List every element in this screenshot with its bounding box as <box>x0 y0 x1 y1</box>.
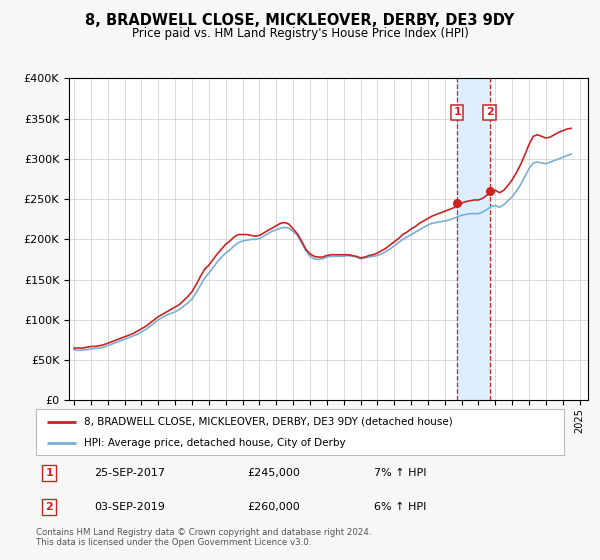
Text: £245,000: £245,000 <box>247 468 300 478</box>
Text: 1: 1 <box>453 107 461 117</box>
Text: 7% ↑ HPI: 7% ↑ HPI <box>374 468 427 478</box>
Text: 25-SEP-2017: 25-SEP-2017 <box>94 468 165 478</box>
Text: 8, BRADWELL CLOSE, MICKLEOVER, DERBY, DE3 9DY: 8, BRADWELL CLOSE, MICKLEOVER, DERBY, DE… <box>85 13 515 29</box>
Text: 1: 1 <box>46 468 53 478</box>
Text: 03-SEP-2019: 03-SEP-2019 <box>94 502 165 512</box>
Text: HPI: Average price, detached house, City of Derby: HPI: Average price, detached house, City… <box>83 438 345 448</box>
Bar <box>457 78 490 400</box>
Text: 6% ↑ HPI: 6% ↑ HPI <box>374 502 426 512</box>
Text: Contains HM Land Registry data © Crown copyright and database right 2024.
This d: Contains HM Land Registry data © Crown c… <box>36 528 371 547</box>
Text: Price paid vs. HM Land Registry's House Price Index (HPI): Price paid vs. HM Land Registry's House … <box>131 27 469 40</box>
Text: 2: 2 <box>486 107 494 117</box>
Text: £260,000: £260,000 <box>247 502 300 512</box>
Text: 2: 2 <box>46 502 53 512</box>
Text: 8, BRADWELL CLOSE, MICKLEOVER, DERBY, DE3 9DY (detached house): 8, BRADWELL CLOSE, MICKLEOVER, DERBY, DE… <box>83 417 452 427</box>
